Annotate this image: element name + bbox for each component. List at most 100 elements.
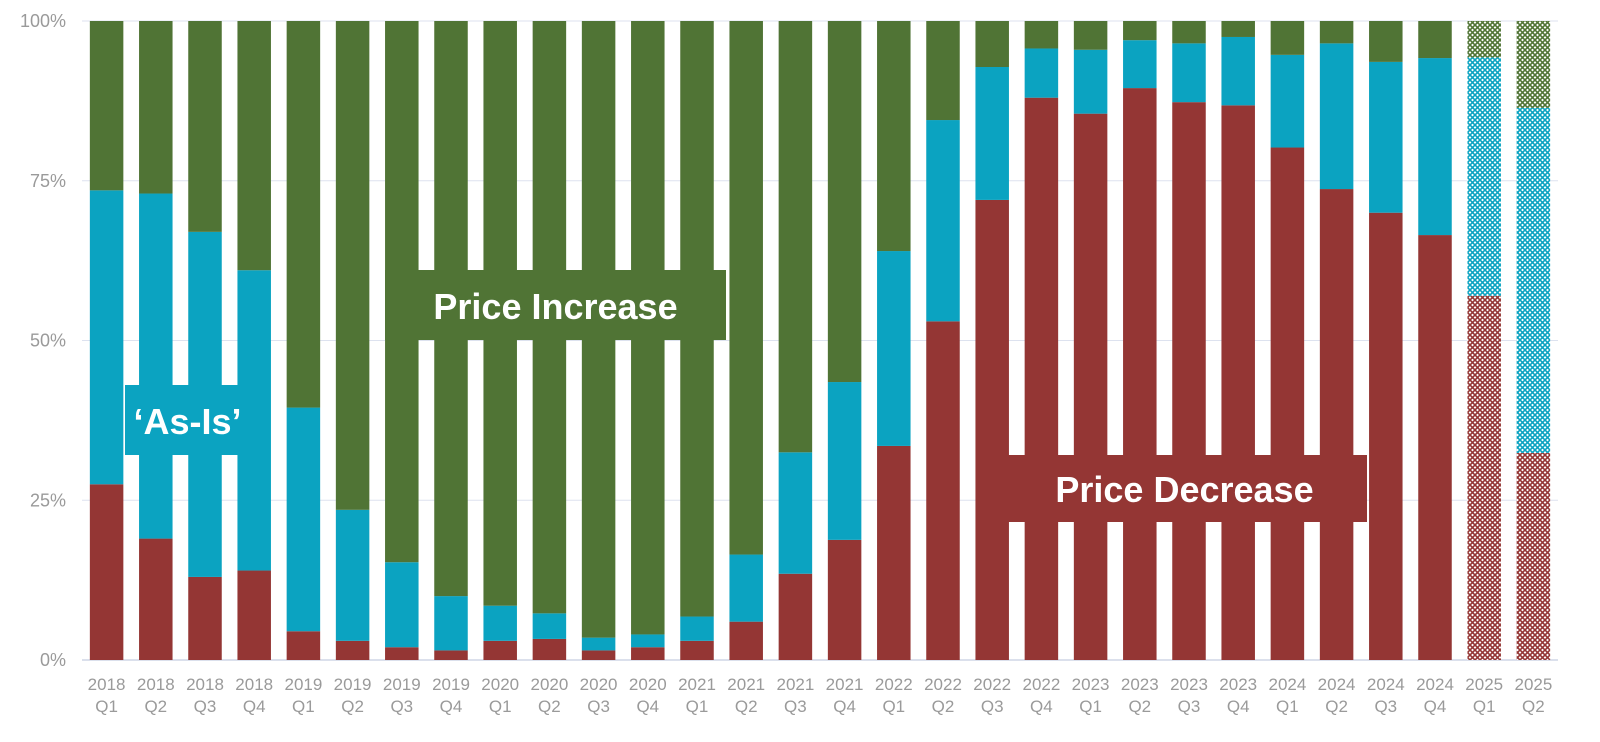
annotation-box <box>1002 455 1367 522</box>
x-tick-label: Q4 <box>833 697 856 716</box>
x-tick-label: 2024 <box>1268 675 1306 694</box>
x-tick-label: Q2 <box>538 697 561 716</box>
x-tick-label: 2019 <box>383 675 421 694</box>
x-tick-label: 2023 <box>1219 675 1257 694</box>
x-tick-label: Q3 <box>1178 697 1201 716</box>
bar-segment <box>532 638 567 660</box>
bar-segment <box>89 21 124 191</box>
x-tick-label: 2025 <box>1514 675 1552 694</box>
bar-segment <box>1221 36 1255 106</box>
bar-segment <box>1024 97 1059 661</box>
bar-segment <box>1172 43 1206 103</box>
bar-segment <box>1221 105 1255 660</box>
bar-segment <box>1516 21 1551 108</box>
x-tick-label: 2022 <box>924 675 962 694</box>
x-tick-label: 2018 <box>186 675 224 694</box>
annotation-label: Price Decrease <box>1055 469 1313 510</box>
bar-segment <box>483 640 517 660</box>
bar-segment <box>581 650 616 660</box>
bar-segment <box>1467 295 1501 660</box>
y-tick-label: 25% <box>30 490 66 510</box>
bar-segment <box>385 562 419 648</box>
bar-segment <box>1221 21 1255 37</box>
x-tick-label: Q2 <box>1522 697 1545 716</box>
x-tick-label: 2021 <box>727 675 765 694</box>
x-tick-label: 2019 <box>334 675 372 694</box>
bar-segment <box>286 21 321 408</box>
bar-segment <box>1467 57 1501 296</box>
bar-segment <box>877 251 911 446</box>
x-tick-label: 2019 <box>432 675 470 694</box>
x-tick-label: 2021 <box>826 675 864 694</box>
x-tick-label: 2018 <box>137 675 175 694</box>
x-tick-label: 2022 <box>875 675 913 694</box>
x-tick-label: 2018 <box>235 675 273 694</box>
y-tick-label: 100% <box>20 11 66 31</box>
bar-segment <box>975 67 1009 200</box>
x-tick-label: 2022 <box>1022 675 1060 694</box>
annotation-box <box>125 385 250 455</box>
bar-segment <box>188 21 222 232</box>
bar-segment <box>680 640 714 660</box>
bar-segment <box>286 631 321 660</box>
x-tick-label: Q2 <box>1325 697 1348 716</box>
bar-segment <box>729 621 763 660</box>
x-tick-label: Q2 <box>932 697 955 716</box>
x-tick-label: Q1 <box>882 697 905 716</box>
x-tick-label: Q1 <box>686 697 709 716</box>
bar-segment <box>827 382 862 540</box>
x-tick-label: 2020 <box>530 675 568 694</box>
bar-segment <box>926 21 960 121</box>
bar-segment <box>1369 212 1403 660</box>
x-tick-label: Q1 <box>489 697 512 716</box>
x-tick-label: Q4 <box>243 697 266 716</box>
bar-segment <box>1369 21 1403 62</box>
x-tick-label: 2025 <box>1465 675 1503 694</box>
bar-segment <box>1319 189 1354 660</box>
x-tick-label: Q4 <box>1424 697 1447 716</box>
bar-segment <box>335 21 370 510</box>
bar-segment <box>237 570 271 660</box>
bar-segment <box>778 452 813 574</box>
x-tick-label: Q3 <box>587 697 610 716</box>
bar-segment <box>1418 58 1452 236</box>
bar-segment <box>139 21 173 194</box>
x-tick-label: Q1 <box>1473 697 1496 716</box>
bar-segment <box>1123 40 1157 89</box>
bar-segment <box>532 613 567 639</box>
x-tick-label: 2019 <box>284 675 322 694</box>
bar-segment <box>778 573 813 660</box>
bar-segment <box>680 616 714 641</box>
bar-segment <box>975 21 1009 68</box>
y-tick-label: 50% <box>30 331 66 351</box>
x-tick-label: 2021 <box>776 675 814 694</box>
bar-segment <box>139 538 173 660</box>
bar-segment <box>1172 102 1206 660</box>
bar-segment <box>1270 54 1305 148</box>
bar-segment <box>1024 21 1059 49</box>
y-tick-label: 75% <box>30 171 66 191</box>
bar-segment <box>877 445 911 660</box>
x-tick-label: Q2 <box>1128 697 1151 716</box>
bar-segment <box>1516 107 1551 453</box>
x-tick-label: 2021 <box>678 675 716 694</box>
x-tick-label: Q4 <box>1030 697 1053 716</box>
x-tick-label: 2024 <box>1367 675 1405 694</box>
bar-segment <box>1172 21 1206 44</box>
bar-segment <box>1073 49 1108 114</box>
bar-segment <box>926 120 960 322</box>
bar-segment <box>778 21 813 453</box>
bar-segment <box>1467 21 1501 58</box>
bar-segment <box>237 21 271 271</box>
x-tick-label: 2020 <box>629 675 667 694</box>
bar-segment <box>434 650 468 660</box>
annotation-label: ‘As-Is’ <box>133 401 241 442</box>
x-tick-label: Q3 <box>1374 697 1397 716</box>
x-tick-label: 2023 <box>1121 675 1159 694</box>
bar-segment <box>335 640 370 660</box>
bar-segment <box>385 647 419 660</box>
x-axis-ticks: 2018 Q1 2018 Q2 2018 Q3 2018 Q4 2019 Q1 2019 Q2 2019… <box>88 675 1553 716</box>
annotation-box <box>385 270 726 340</box>
